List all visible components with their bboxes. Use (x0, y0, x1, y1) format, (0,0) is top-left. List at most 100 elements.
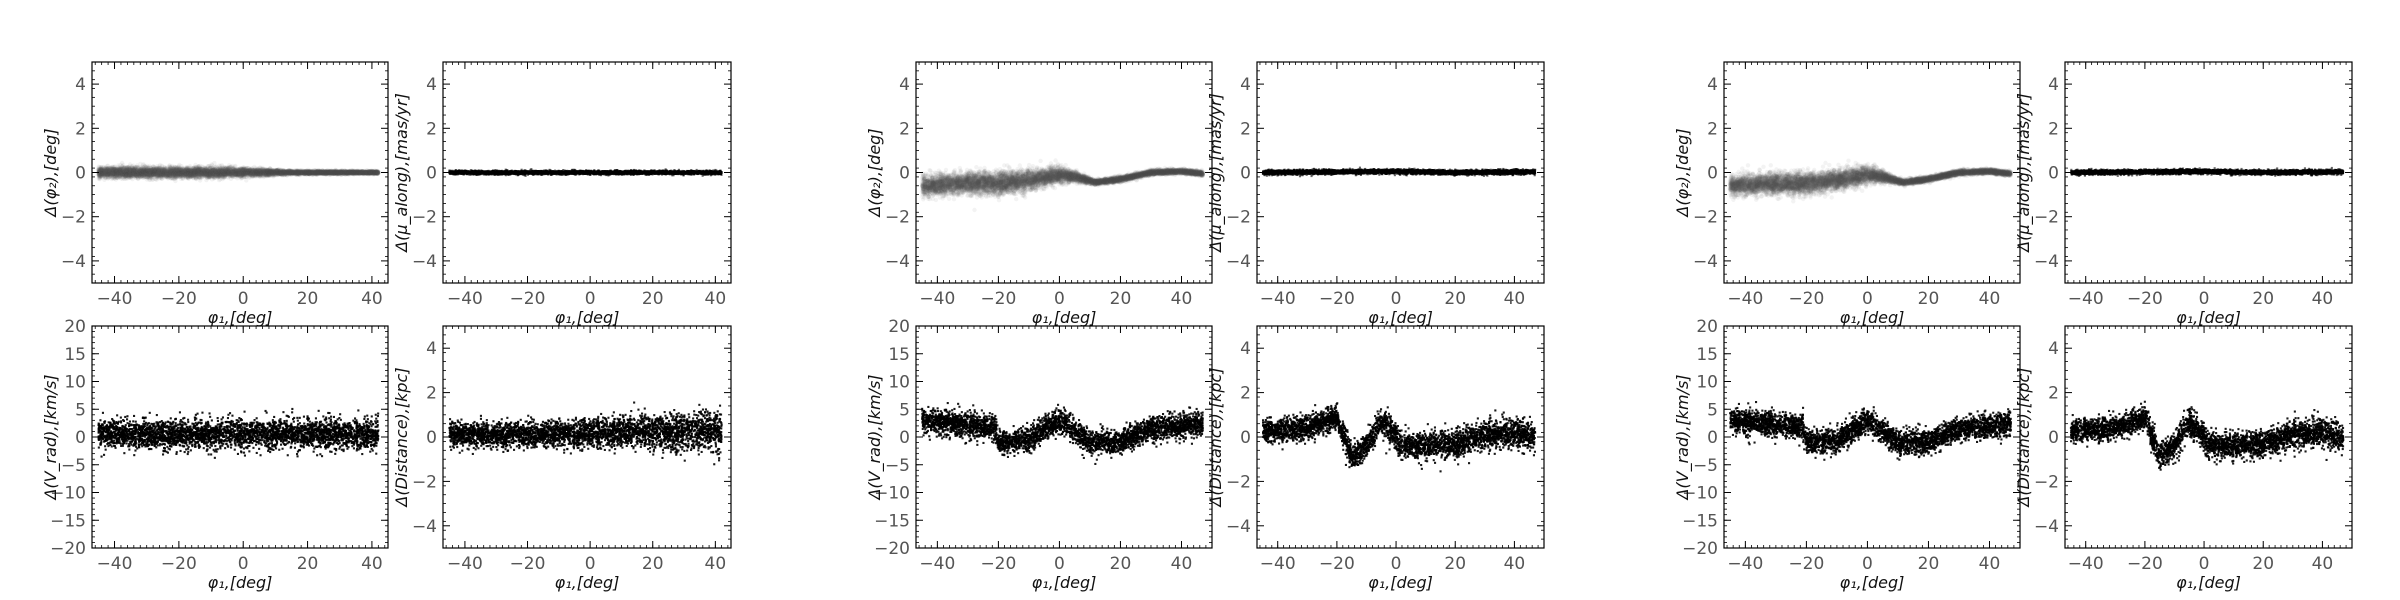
x-tick-label: 0 (1391, 554, 1402, 574)
y-tick-label: 15 (64, 345, 86, 365)
x-tick-label: −20 (980, 554, 1016, 574)
x-tick-label: 0 (238, 289, 249, 309)
x-axis-label: φ₁,[deg] (1032, 573, 1097, 592)
panel-g2-pmalong: −40 −20 0 20 40−4−2024φ₁,[deg]Δ(μ_along),[ma… (1206, 62, 1544, 327)
scatter-points (96, 161, 380, 183)
y-tick-label: −4 (1226, 252, 1251, 272)
x-tick-label: 0 (1862, 554, 1873, 574)
y-tick-label: 15 (888, 345, 910, 365)
x-tick-label: −40 (447, 289, 483, 309)
y-tick-label: 20 (64, 317, 86, 337)
x-tick-label: −40 (97, 554, 133, 574)
y-tick-label: −2 (2034, 472, 2059, 492)
y-tick-label: −5 (1693, 456, 1718, 476)
scatter-points (921, 402, 1204, 465)
y-tick-label: 5 (899, 400, 910, 420)
x-tick-label: 40 (1979, 554, 2001, 574)
scatter-points (1262, 402, 1536, 472)
x-tick-label: 20 (1110, 289, 1132, 309)
y-tick-label: 0 (2048, 428, 2059, 448)
panel-g1-vrad: −40 −20 0 20 40−20−15−10−505101520φ₁,[deg]Δ(… (41, 317, 388, 592)
y-tick-label: −2 (885, 208, 910, 228)
y-tick-label: −2 (1226, 208, 1251, 228)
x-axis-label: φ₁,[deg] (1032, 308, 1097, 327)
x-tick-label: −40 (2068, 554, 2104, 574)
x-tick-label: −40 (1727, 554, 1763, 574)
y-tick-label: 4 (2048, 339, 2059, 359)
x-tick-label: 40 (1171, 554, 1193, 574)
y-tick-label: 4 (426, 75, 437, 95)
panel-g1-pmalong: −40 −20 0 20 40−4−2024φ₁,[deg]Δ(μ_along),[ma… (392, 62, 731, 327)
y-axis-label: Δ(Distance),[kpc] (392, 367, 411, 508)
x-tick-label: 20 (642, 554, 664, 574)
x-tick-label: 20 (1918, 554, 1940, 574)
panel-g3-pmalong: −40 −20 0 20 40−4−2024φ₁,[deg]Δ(μ_along),[ma… (2014, 62, 2352, 327)
x-axis-label: φ₁,[deg] (2176, 573, 2241, 592)
x-tick-label: −20 (1788, 289, 1824, 309)
y-tick-label: 0 (899, 164, 910, 184)
x-tick-label: 0 (1862, 289, 1873, 309)
y-axis-label: Δ(φ₂),[deg] (41, 128, 60, 218)
x-tick-label: −20 (510, 554, 546, 574)
scatter-points (98, 408, 380, 459)
y-tick-label: −15 (1682, 511, 1718, 531)
x-axis-label: φ₁,[deg] (208, 308, 273, 327)
scatter-points (1729, 401, 2012, 461)
y-tick-label: −4 (412, 252, 437, 272)
x-tick-label: −20 (1319, 554, 1355, 574)
x-tick-label: 40 (2312, 554, 2334, 574)
y-axis-label: Δ(Distance),[kpc] (2014, 367, 2033, 508)
scatter-points (1728, 159, 2013, 204)
y-tick-label: 4 (1240, 75, 1251, 95)
y-axis-label: Δ(μ_along),[mas/yr] (1206, 93, 1226, 254)
x-tick-label: 20 (1918, 289, 1940, 309)
y-axis-label: Δ(μ_along),[mas/yr] (392, 93, 412, 254)
y-tick-label: 2 (899, 119, 910, 139)
y-tick-label: −2 (2034, 208, 2059, 228)
y-tick-label: −5 (61, 456, 86, 476)
x-tick-label: 20 (297, 554, 319, 574)
x-tick-label: 0 (2199, 289, 2210, 309)
y-tick-label: 0 (1707, 428, 1718, 448)
y-tick-label: −20 (874, 539, 910, 559)
y-tick-label: 2 (2048, 384, 2059, 404)
y-tick-label: 0 (426, 428, 437, 448)
y-tick-label: −15 (874, 511, 910, 531)
scatter-points (1262, 167, 1536, 178)
y-tick-label: −4 (885, 252, 910, 272)
x-axis-label: φ₁,[deg] (1368, 573, 1433, 592)
y-tick-label: −4 (1226, 517, 1251, 537)
y-tick-label: 2 (2048, 119, 2059, 139)
y-tick-label: −2 (1693, 208, 1718, 228)
y-axis-label: Δ(V_rad),[km/s] (41, 374, 61, 501)
x-tick-label: 20 (1444, 289, 1466, 309)
y-tick-label: 4 (899, 75, 910, 95)
scatter-points (448, 168, 722, 177)
y-tick-label: 2 (1240, 119, 1251, 139)
y-tick-label: 0 (1240, 428, 1251, 448)
x-tick-label: 0 (585, 554, 596, 574)
y-tick-label: 5 (1707, 400, 1718, 420)
x-axis-label: φ₁,[deg] (208, 573, 273, 592)
y-tick-label: 10 (888, 373, 910, 393)
scatter-points (920, 158, 1205, 212)
y-tick-label: 10 (1696, 373, 1718, 393)
x-tick-label: −20 (510, 289, 546, 309)
x-tick-label: −40 (97, 289, 133, 309)
y-axis-label: Δ(Distance),[kpc] (1206, 367, 1225, 508)
x-tick-label: −40 (447, 554, 483, 574)
y-tick-label: −20 (50, 539, 86, 559)
panel-g3-dist: −40 −20 0 20 40−4−2024φ₁,[deg]Δ(Distance),[k… (2014, 326, 2352, 592)
y-tick-label: 0 (1707, 164, 1718, 184)
y-tick-label: 0 (899, 428, 910, 448)
x-tick-label: 20 (1444, 554, 1466, 574)
y-tick-label: 0 (426, 164, 437, 184)
x-tick-label: −20 (980, 289, 1016, 309)
y-tick-label: 5 (75, 400, 86, 420)
y-tick-label: −2 (61, 208, 86, 228)
x-tick-label: −40 (1260, 554, 1296, 574)
x-tick-label: 0 (585, 289, 596, 309)
